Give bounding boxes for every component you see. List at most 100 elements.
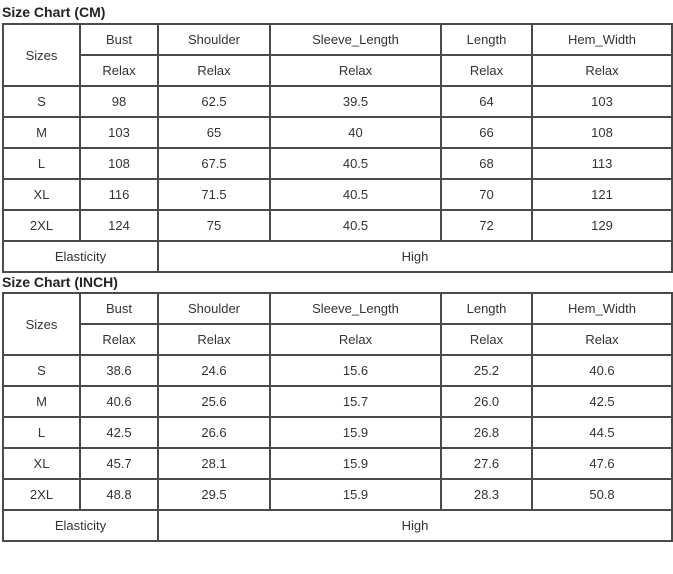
sizes-header: Sizes [2,23,81,87]
sizes-header: Sizes [2,292,81,356]
value-cell: 26.8 [440,416,533,449]
table-row: M 103 65 40 66 108 [2,116,673,149]
value-cell: 15.7 [269,385,442,418]
value-cell: 29.5 [157,478,271,511]
size-cell: S [2,354,81,387]
value-cell: 64 [440,85,533,118]
header-row: Sizes Bust Shoulder Sleeve_Length Length Hem_… [2,23,673,87]
table-row: XL 45.7 28.1 15.9 27.6 47.6 [2,447,673,480]
value-cell: 40.5 [269,209,442,242]
fit-cell: Relax [79,323,159,356]
fit-cell: Relax [440,54,533,87]
elasticity-label: Elasticity [2,509,159,542]
value-cell: 116 [79,178,159,211]
size-cell: XL [2,178,81,211]
size-cell: 2XL [2,478,81,511]
value-cell: 42.5 [79,416,159,449]
table-row: 2XL 48.8 29.5 15.9 28.3 50.8 [2,478,673,511]
value-cell: 40.5 [269,178,442,211]
size-chart-title: Size Chart (CM) [2,4,106,20]
value-cell: 28.3 [440,478,533,511]
column-header: Sleeve_Length [269,23,442,56]
table-row: S 98 62.5 39.5 64 103 [2,85,673,118]
value-cell: 75 [157,209,271,242]
fit-cell: Relax [157,323,271,356]
value-cell: 67.5 [157,147,271,180]
value-cell: 65 [157,116,271,149]
column-header: Shoulder [157,23,271,56]
value-cell: 26.0 [440,385,533,418]
fit-cell: Relax [269,323,442,356]
value-cell: 26.6 [157,416,271,449]
value-cell: 25.2 [440,354,533,387]
elasticity-row: Elasticity High [2,240,673,273]
value-cell: 48.8 [79,478,159,511]
column-header: Hem_Width [531,292,673,325]
value-cell: 124 [79,209,159,242]
value-cell: 39.5 [269,85,442,118]
column-header: Bust [79,23,159,56]
column-header: Bust [79,292,159,325]
value-cell: 98 [79,85,159,118]
fit-row: Relax Relax Relax Relax Relax [3,54,673,87]
size-cell: M [2,116,81,149]
value-cell: 38.6 [79,354,159,387]
size-cell: S [2,85,81,118]
size-chart-table: Sizes Bust Shoulder Sleeve_Length Length Hem_… [2,23,673,273]
value-cell: 40.5 [269,147,442,180]
value-cell: 42.5 [531,385,673,418]
value-cell: 15.6 [269,354,442,387]
table-row: XL 116 71.5 40.5 70 121 [2,178,673,211]
value-cell: 47.6 [531,447,673,480]
value-cell: 129 [531,209,673,242]
size-cell: M [2,385,81,418]
fit-row: Relax Relax Relax Relax Relax [3,323,673,356]
table-row: 2XL 124 75 40.5 72 129 [2,209,673,242]
elasticity-value: High [157,240,673,273]
value-cell: 40.6 [531,354,673,387]
value-cell: 50.8 [531,478,673,511]
column-header: Sleeve_Length [269,292,442,325]
value-cell: 25.6 [157,385,271,418]
fit-cell: Relax [440,323,533,356]
value-cell: 15.9 [269,447,442,480]
value-cell: 103 [531,85,673,118]
value-cell: 28.1 [157,447,271,480]
value-cell: 103 [79,116,159,149]
size-cell: XL [2,447,81,480]
table-row: S 38.6 24.6 15.6 25.2 40.6 [2,354,673,387]
value-cell: 15.9 [269,416,442,449]
value-cell: 24.6 [157,354,271,387]
elasticity-value: High [157,509,673,542]
size-cell: L [2,147,81,180]
value-cell: 113 [531,147,673,180]
value-cell: 108 [79,147,159,180]
value-cell: 108 [531,116,673,149]
size-chart-table: Sizes Bust Shoulder Sleeve_Length Length Hem_… [2,292,673,542]
value-cell: 45.7 [79,447,159,480]
column-header: Shoulder [157,292,271,325]
fit-cell: Relax [79,54,159,87]
column-header: Length [440,292,533,325]
value-cell: 40 [269,116,442,149]
value-cell: 72 [440,209,533,242]
size-chart-document: Size Chart (CM) Sizes Bust Shoulder Sleeve_L… [0,1,673,542]
fit-cell: Relax [157,54,271,87]
size-chart-title: Size Chart (INCH) [2,274,118,290]
elasticity-row: Elasticity High [2,509,673,542]
fit-cell: Relax [531,323,673,356]
value-cell: 68 [440,147,533,180]
table-row: L 108 67.5 40.5 68 113 [2,147,673,180]
value-cell: 62.5 [157,85,271,118]
header-row: Sizes Bust Shoulder Sleeve_Length Length Hem_… [2,292,673,356]
table-row: M 40.6 25.6 15.7 26.0 42.5 [2,385,673,418]
column-header: Length [440,23,533,56]
value-cell: 15.9 [269,478,442,511]
value-cell: 66 [440,116,533,149]
fit-cell: Relax [269,54,442,87]
value-cell: 40.6 [79,385,159,418]
table-row: L 42.5 26.6 15.9 26.8 44.5 [2,416,673,449]
value-cell: 71.5 [157,178,271,211]
value-cell: 27.6 [440,447,533,480]
value-cell: 121 [531,178,673,211]
